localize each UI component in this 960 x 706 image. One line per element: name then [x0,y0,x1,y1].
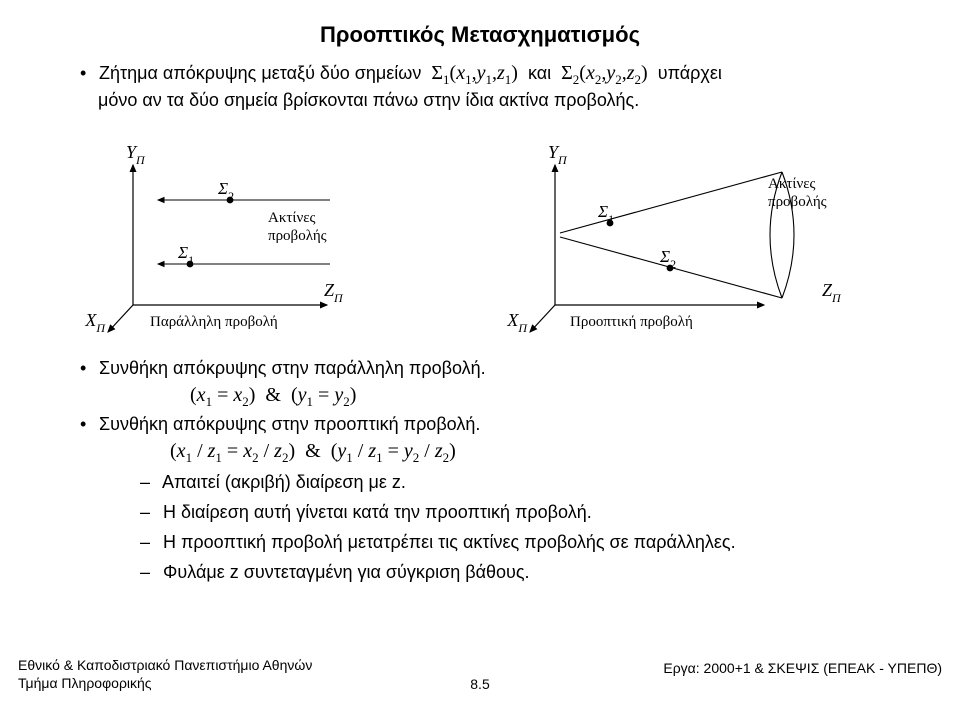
sub-bullet-1-text: Απαιτεί (ακριβή) διαίρεση με z. [162,472,406,492]
page-root: Προοπτικός Μετασχηματισμός • Ζήτημα απόκ… [0,0,960,706]
sigma1-expr: Σ1(x1,y1,z1) [426,62,528,84]
sub-dash-1: – [140,472,158,493]
sub-dash-3: – [140,532,158,553]
svg-text:Προοπτική προβολή: Προοπτική προβολή [570,314,693,330]
svg-text:XΠ: XΠ [506,310,528,335]
svg-text:XΠ: XΠ [84,310,106,335]
bullet-1-line2: μόνο αν τα δύο σημεία βρίσκονται πάνω στ… [98,90,910,111]
page-title: Προοπτικός Μετασχηματισμός [0,22,960,48]
formula-perspective: (x1 / z1 = x2 / z2) & (y1 / z1 = y2 / z2… [170,440,456,466]
svg-text:προβολής: προβολής [268,228,327,244]
svg-text:ZΠ: ZΠ [324,280,344,305]
bullet-3: • Συνθήκη απόκρυψης στην προοπτική προβο… [80,414,910,435]
svg-text:Ακτίνες: Ακτίνες [768,176,816,192]
footer-left-line1: Εθνικό & Καποδιστριακό Πανεπιστήμιο Αθην… [18,657,312,675]
sub-bullet-3: – Η προοπτική προβολή μετατρέπει τις ακτ… [140,532,910,553]
svg-text:YΠ: YΠ [548,142,568,167]
bullet-1b-text: και [528,63,551,83]
svg-text:Σ1: Σ1 [177,243,194,267]
sub-bullet-4-text: Φυλάμε z συντεταγμένη για σύγκριση βάθου… [163,562,530,582]
diagrams-svg: YΠ XΠ ZΠ Σ1 Σ2 Ακτίνες προβολής Παράλληλ… [0,0,960,400]
sub-dash-2: – [140,502,158,523]
sub-bullet-4: – Φυλάμε z συντεταγμένη για σύγκριση βάθ… [140,562,910,583]
bullet-2-text: Συνθήκη απόκρυψης στην παράλληλη προβολή… [99,358,486,378]
bullet-dot-2: • [80,358,94,379]
bullet-1-line1: • Ζήτημα απόκρυψης μεταξύ δύο σημείων Σ1… [80,62,910,88]
bullet-dot: • [80,63,94,84]
svg-text:Σ2: Σ2 [217,179,234,203]
svg-text:YΠ: YΠ [126,142,146,167]
bullet-1d-text: μόνο αν τα δύο σημεία βρίσκονται πάνω στ… [98,90,639,110]
sigma2-expr: Σ2(x2,y2,z2) [556,62,658,84]
svg-text:Παράλληλη προβολή: Παράλληλη προβολή [150,314,278,330]
footer-page-number: 8.5 [0,676,960,692]
sub-dash-4: – [140,562,158,583]
footer-right: Εργα: 2000+1 & ΣΚΕΨΙΣ (ΕΠΕΑΚ - ΥΠΕΠΘ) [663,660,942,676]
bullet-1a-text: Ζήτημα απόκρυψης μεταξύ δύο σημείων [99,63,421,83]
bullet-3-text: Συνθήκη απόκρυψης στην προοπτική προβολή… [99,414,480,434]
sub-bullet-1: – Απαιτεί (ακριβή) διαίρεση με z. [140,472,910,493]
svg-text:Ακτίνες: Ακτίνες [268,210,316,226]
formula-parallel: (x1 = x2) & (y1 = y2) [190,384,356,410]
bullet-1c-text: υπάρχει [658,63,722,83]
svg-text:προβολής: προβολής [768,194,827,210]
sub-bullet-3-text: Η προοπτική προβολή μετατρέπει τις ακτίν… [163,532,736,552]
svg-text:ZΠ: ZΠ [822,280,842,305]
sub-bullet-2: – Η διαίρεση αυτή γίνεται κατά την προοπ… [140,502,910,523]
svg-text:Σ2: Σ2 [659,247,676,271]
sub-bullet-2-text: Η διαίρεση αυτή γίνεται κατά την προοπτι… [163,502,592,522]
bullet-2: • Συνθήκη απόκρυψης στην παράλληλη προβο… [80,358,910,379]
svg-text:Σ1: Σ1 [597,202,614,226]
bullet-dot-3: • [80,414,94,435]
